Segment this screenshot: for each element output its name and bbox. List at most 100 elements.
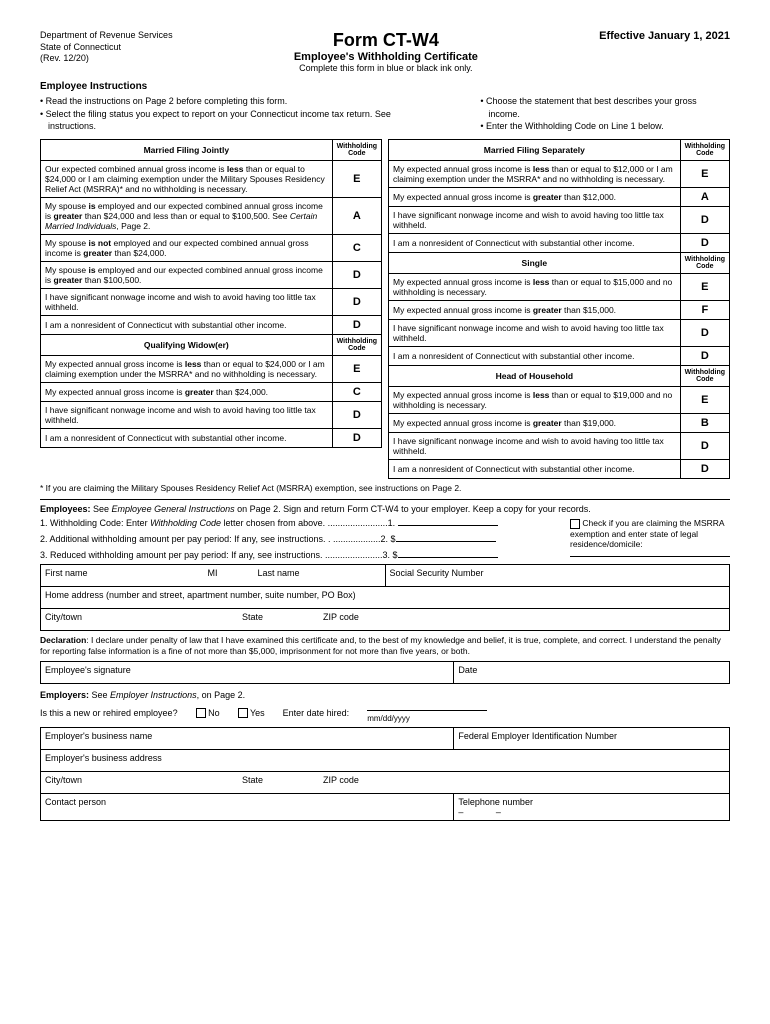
line-3: 3. Reduced withholding amount per pay pe… xyxy=(40,550,560,560)
msrra-footnote: * If you are claiming the Military Spous… xyxy=(40,483,730,493)
effective-date: Effective January 1, 2021 xyxy=(599,30,730,42)
code-cell: C xyxy=(332,382,381,401)
table-row: My expected annual gross income is great… xyxy=(389,413,681,432)
msrra-checkbox[interactable] xyxy=(570,519,580,529)
table-row: My expected annual gross income is less … xyxy=(389,160,681,187)
bullet-item: Enter the Withholding Code on Line 1 bel… xyxy=(480,120,730,133)
title-block: Form CT-W4 Employee's Withholding Certif… xyxy=(294,30,478,73)
code-cell: D xyxy=(332,401,381,428)
date-hired-label: Enter date hired: xyxy=(283,708,350,718)
qw-title: Qualifying Widow(er) xyxy=(41,334,333,355)
code-cell: E xyxy=(680,386,729,413)
hoh-title: Head of Household xyxy=(389,365,681,386)
biz-name-cell[interactable]: Employer's business name xyxy=(41,727,454,749)
yes-option: Yes xyxy=(238,708,265,719)
fein-cell[interactable]: Federal Employer Identification Number xyxy=(454,727,730,749)
line-2: 2. Additional withholding amount per pay… xyxy=(40,534,560,544)
code-cell: E xyxy=(680,160,729,187)
filing-tables: Married Filing JointlyWithholding Code O… xyxy=(40,139,730,479)
table-row: My spouse is employed and our expected c… xyxy=(41,261,333,288)
table-row: I am a nonresident of Connecticut with s… xyxy=(389,233,681,252)
mfs-title: Married Filing Separately xyxy=(389,139,681,160)
declaration-text: Declaration: I declare under penalty of … xyxy=(40,635,730,657)
code-cell: D xyxy=(680,206,729,233)
table-row: My spouse is not employed and our expect… xyxy=(41,234,333,261)
table-row: I have significant nonwage income and wi… xyxy=(41,401,333,428)
form-title: Form CT-W4 xyxy=(294,30,478,51)
address-cell[interactable]: Home address (number and street, apartme… xyxy=(41,586,730,608)
table-row: I am a nonresident of Connecticut with s… xyxy=(41,315,333,334)
bullet-item: Choose the statement that best describes… xyxy=(480,95,730,120)
code-cell: D xyxy=(332,428,381,447)
code-cell: D xyxy=(680,319,729,346)
code-cell: A xyxy=(680,187,729,206)
ssn-cell[interactable]: Social Security Number xyxy=(385,564,730,586)
numbered-lines: 1. Withholding Code: Enter Withholding C… xyxy=(40,518,560,560)
yes-checkbox[interactable] xyxy=(238,708,248,718)
hire-question: Is this a new or rehired employee? xyxy=(40,708,178,718)
line1-input[interactable] xyxy=(398,525,498,526)
bullet-item: Select the filing status you expect to r… xyxy=(40,108,440,133)
code-header: Withholding Code xyxy=(680,365,729,386)
line2-input[interactable] xyxy=(396,541,496,542)
hire-question-line: Is this a new or rehired employee? No Ye… xyxy=(40,703,730,723)
table-row: I have significant nonwage income and wi… xyxy=(389,206,681,233)
table-row: I have significant nonwage income and wi… xyxy=(389,319,681,346)
code-cell: D xyxy=(680,432,729,459)
employees-intro: Employees: See Employee General Instruct… xyxy=(40,504,730,514)
code-cell: D xyxy=(680,233,729,252)
dept-line2: State of Connecticut xyxy=(40,42,173,54)
contact-cell[interactable]: Contact person xyxy=(41,793,454,820)
mfj-title: Married Filing Jointly xyxy=(41,139,333,160)
code-cell: D xyxy=(680,459,729,478)
code-header: Withholding Code xyxy=(680,252,729,273)
code-cell: E xyxy=(680,273,729,300)
table-row: I am a nonresident of Connecticut with s… xyxy=(389,459,681,478)
line3-input[interactable] xyxy=(398,557,498,558)
code-header: Withholding Code xyxy=(332,139,381,160)
table-row: I am a nonresident of Connecticut with s… xyxy=(389,346,681,365)
code-cell: A xyxy=(332,197,381,234)
name-cell[interactable]: First nameMILast name xyxy=(41,564,386,586)
dept-line1: Department of Revenue Services xyxy=(40,30,173,42)
table-row: My expected annual gross income is less … xyxy=(41,355,333,382)
code-cell: F xyxy=(680,300,729,319)
dept-block: Department of Revenue Services State of … xyxy=(40,30,173,65)
bullet-item: Read the instructions on Page 2 before c… xyxy=(40,95,440,108)
employers-intro: Employers: See Employer Instructions, on… xyxy=(40,690,730,700)
table-row: My expected annual gross income is less … xyxy=(389,273,681,300)
single-title: Single xyxy=(389,252,681,273)
left-column: Married Filing JointlyWithholding Code O… xyxy=(40,139,382,479)
table-row: My expected annual gross income is great… xyxy=(389,187,681,206)
domicile-input[interactable] xyxy=(570,556,730,557)
mfs-table: Married Filing Separately Withholding Cod… xyxy=(388,139,730,479)
instruction-bullets: Read the instructions on Page 2 before c… xyxy=(40,95,730,133)
table-row: My expected annual gross income is great… xyxy=(41,382,333,401)
employee-info-table: First nameMILast name Social Security Nu… xyxy=(40,564,730,631)
employer-info-table: Employer's business name Federal Employe… xyxy=(40,727,730,821)
bullets-right: Choose the statement that best describes… xyxy=(480,95,730,133)
table-row: I have significant nonwage income and wi… xyxy=(41,288,333,315)
divider xyxy=(40,499,730,500)
table-row: I have significant nonwage income and wi… xyxy=(389,432,681,459)
form-subtitle: Employee's Withholding Certificate xyxy=(294,51,478,63)
date-cell[interactable]: Date xyxy=(454,661,730,683)
employer-city-cell[interactable]: City/townStateZIP code xyxy=(41,771,730,793)
code-cell: E xyxy=(332,160,381,197)
form-header: Department of Revenue Services State of … xyxy=(40,30,730,73)
table-row: My spouse is employed and our expected c… xyxy=(41,197,333,234)
code-cell: E xyxy=(332,355,381,382)
right-column: Married Filing Separately Withholding Cod… xyxy=(388,139,730,479)
instructions-title: Employee Instructions xyxy=(40,81,730,92)
telephone-cell[interactable]: Telephone number– – xyxy=(454,793,730,820)
city-state-zip-cell[interactable]: City/townStateZIP code xyxy=(41,608,730,630)
date-hired-field[interactable]: mm/dd/yyyy xyxy=(367,703,487,723)
table-row: My expected annual gross income is great… xyxy=(389,300,681,319)
signature-cell[interactable]: Employee's signature xyxy=(41,661,454,683)
msrra-side-note: Check if you are claiming the MSRRA exem… xyxy=(570,518,730,559)
no-checkbox[interactable] xyxy=(196,708,206,718)
code-cell: C xyxy=(332,234,381,261)
biz-addr-cell[interactable]: Employer's business address xyxy=(41,749,730,771)
code-cell: D xyxy=(332,261,381,288)
table-row: My expected annual gross income is less … xyxy=(389,386,681,413)
